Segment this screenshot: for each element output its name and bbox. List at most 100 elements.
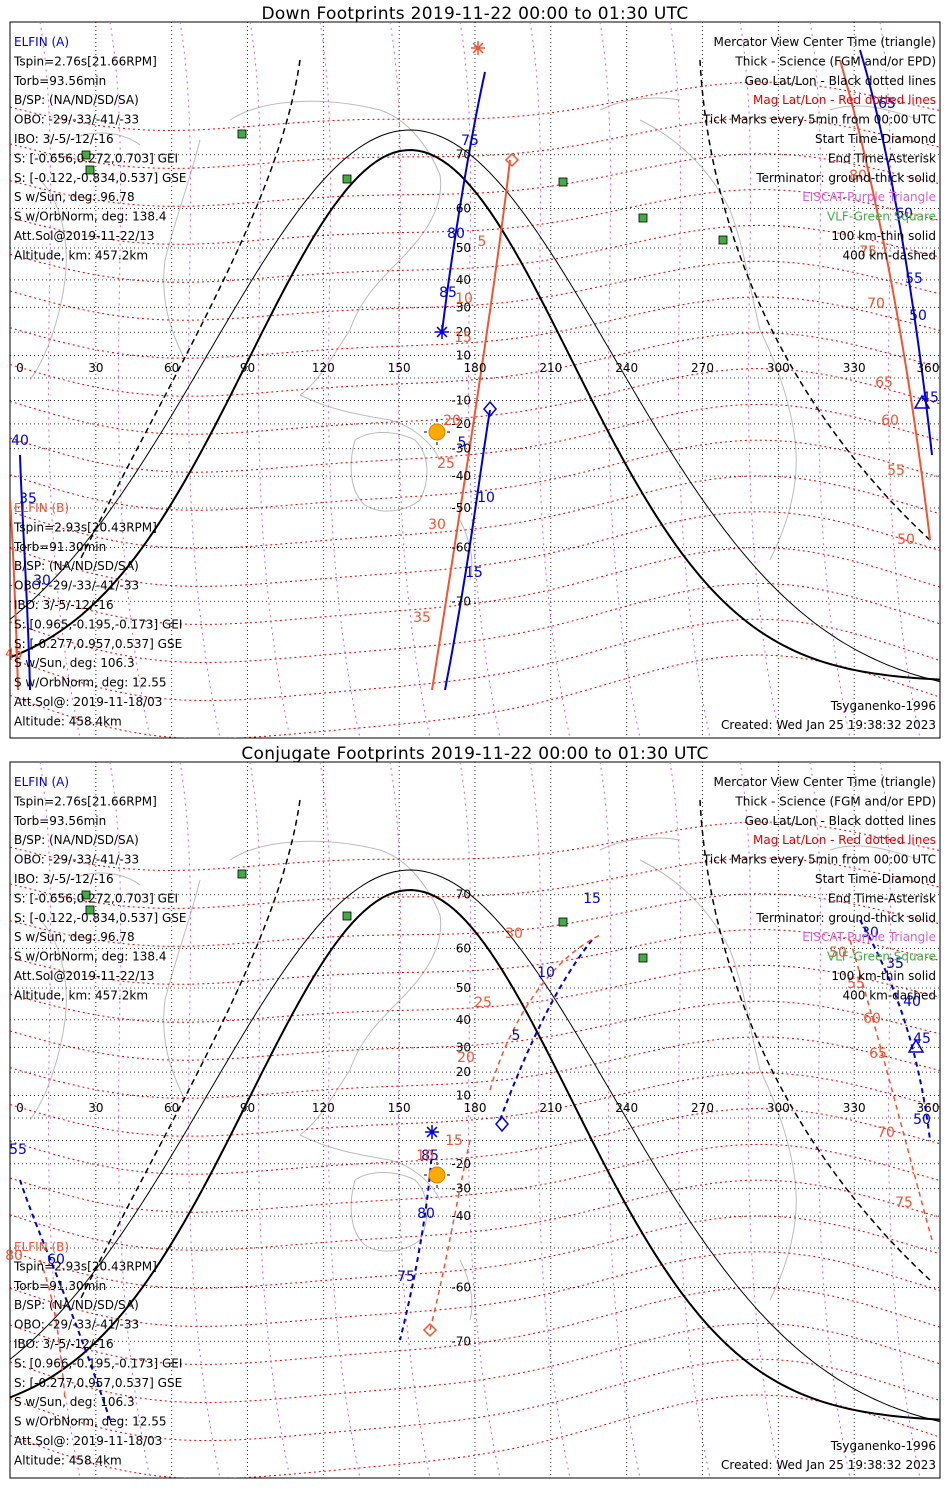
mag-lat-line <box>10 1287 940 1365</box>
elfin-a-tick-label: 30 <box>33 573 51 589</box>
vlf-station-marker <box>81 890 91 900</box>
terminator-ground <box>10 148 940 681</box>
lon-tick-label: 90 <box>240 1101 255 1115</box>
coastline <box>459 1259 473 1321</box>
terminator-ground <box>10 888 940 1421</box>
lat-tick-label: 50 <box>456 981 471 995</box>
elfin-b-start-diamond <box>504 152 520 168</box>
legend-line: Geo Lat/Lon - Black dotted lines <box>745 814 936 828</box>
elfin-a-info-line: Altitude, km: 457.2km <box>14 248 148 262</box>
elfin-b-tick-label: 80 <box>849 168 867 184</box>
elfin-a-track <box>19 1179 111 1421</box>
vlf-station-marker <box>342 174 352 184</box>
legend-line: Terminator: ground-thick solid <box>755 171 936 185</box>
elfin-a-tick-label: 85 <box>421 1148 439 1164</box>
legend-line: Terminator: ground-thick solid <box>755 911 936 925</box>
mag-lat-line <box>10 224 940 283</box>
elfin-a-track <box>859 919 931 1141</box>
elfin-b-info-line: B/SP: (NA/ND/SD/SA) <box>14 559 139 573</box>
lon-tick-label: 60 <box>164 1101 179 1115</box>
elfin-b-track <box>489 934 601 1091</box>
elfin-b-info-line: S w/OrbNorm, deg: 12.55 <box>14 1415 166 1429</box>
lat-tick-label: 30 <box>456 300 471 314</box>
mag-lat-line <box>10 821 940 872</box>
elfin-b-track <box>39 1259 66 1401</box>
lat-tick-label: 60 <box>456 202 471 216</box>
lat-tick-label: 40 <box>456 273 471 287</box>
elfin-b-info-line: Torb=91.30min <box>13 540 106 554</box>
elfin-b-info-line: S w/Sun, deg: 106.3 <box>14 656 135 670</box>
legend-line: Geo Lat/Lon - Black dotted lines <box>745 74 936 88</box>
coastline <box>163 139 201 361</box>
subsolar-sun-icon <box>424 419 450 445</box>
elfin-a-track <box>499 939 593 1121</box>
elfin-a-info-line: Tspin=2.76s[21.66RPM] <box>13 794 157 808</box>
elfin-b-tick-label: 15 <box>445 1133 463 1149</box>
elfin-a-info-line: S: [-0.122,-0.834,0.537] GSE <box>14 171 187 185</box>
elfin-b-tick-label: 50 <box>829 945 847 961</box>
lon-tick-label: 210 <box>539 361 562 375</box>
mag-lat-line <box>10 153 940 207</box>
panel-title: Conjugate Footprints 2019-11-22 00:00 to… <box>241 744 709 764</box>
elfin-b-tick-label: 20 <box>443 413 461 429</box>
elfin-a-tick-label: 55 <box>9 1142 27 1158</box>
elfin-a-tick-label: 5 <box>458 435 467 451</box>
elfin-a-tick-label: 80 <box>447 226 465 242</box>
elfin-b-tick-label: 20 <box>457 1050 475 1066</box>
vlf-station-marker <box>718 235 728 245</box>
legend-line: Mag Lat/Lon - Red dotted lines <box>753 93 936 107</box>
mag-lat-line <box>10 1215 940 1289</box>
vlf-station-marker <box>81 150 91 160</box>
elfin-b-tick-label: 45 <box>5 646 23 662</box>
elfin-b-tick-label: 75 <box>895 1195 913 1211</box>
legend-line: Tick Marks every 5min from 00:00 UTC <box>702 853 936 867</box>
coastline <box>69 132 141 146</box>
elfin-a-track <box>444 409 491 691</box>
elfin-a-info-line: B/SP: (NA/ND/SD/SA) <box>14 833 139 847</box>
lat-tick-label: -40 <box>451 469 471 483</box>
model-name: Tsyganenko-1996 <box>830 699 936 713</box>
elfin-a-info-line: Altitude, km: 457.2km <box>14 988 148 1002</box>
elfin-b-track <box>431 159 511 691</box>
terminator-100km <box>10 129 940 683</box>
elfin-b-header: ELFIN (B) <box>14 501 69 515</box>
lat-tick-label: -50 <box>451 501 471 515</box>
elfin-b-info-line: Altitude: 458.4km <box>14 1453 122 1467</box>
elfin-a-start-diamond <box>495 1115 509 1133</box>
elfin-b-tick-label: 15 <box>454 330 472 346</box>
coastline <box>299 1134 441 1201</box>
elfin-b-tick-label: 25 <box>474 995 492 1011</box>
elfin-a-info-line: Tspin=2.76s[21.66RPM] <box>13 54 157 68</box>
mag-lat-line <box>10 893 940 947</box>
created-timestamp: Created: Wed Jan 25 19:38:32 2023 <box>721 718 936 732</box>
lon-tick-label: 360 <box>917 361 940 375</box>
coastline <box>829 845 921 861</box>
lon-tick-label: 300 <box>767 361 790 375</box>
elfin-a-info-line: OBO: -29/-33/-41/-33 <box>14 853 139 867</box>
legend-line: Mag Lat/Lon - Red dotted lines <box>753 833 936 847</box>
elfin-a-track <box>441 71 486 333</box>
elfin-b-tick-label: 10 <box>416 1148 434 1164</box>
lat-tick-label: 10 <box>456 1088 471 1102</box>
center-time-triangle <box>913 394 931 409</box>
lat-tick-label: 50 <box>456 241 471 255</box>
created-timestamp: Created: Wed Jan 25 19:38:32 2023 <box>721 1458 936 1472</box>
vlf-station-marker <box>558 177 568 187</box>
elfin-b-track <box>849 939 933 1241</box>
elfin-a-tick-label: 80 <box>417 1206 435 1222</box>
lat-tick-label: -10 <box>451 394 471 408</box>
coastline <box>229 100 442 396</box>
elfin-a-info-line: Torb=93.56min <box>13 74 106 88</box>
mag-lat-line <box>10 1358 940 1442</box>
elfin-a-tick-label: 40 <box>903 994 921 1010</box>
legend-line: Mercator View Center Time (triangle) <box>714 775 936 789</box>
elfin-b-info-line: B/SP: (NA/ND/SD/SA) <box>14 1298 139 1312</box>
vlf-station-marker <box>237 129 247 139</box>
terminator-400km <box>79 59 301 561</box>
elfin-b-info-line: S w/Sun, deg: 106.3 <box>14 1395 135 1409</box>
lon-tick-label: 270 <box>691 1101 714 1115</box>
elfin-a-tick-label: 50 <box>909 308 927 324</box>
elfin-b-start-diamond <box>422 1322 438 1338</box>
elfin-b-info-line: Torb=91.30min <box>13 1279 106 1293</box>
mag-lat-line <box>10 439 940 511</box>
